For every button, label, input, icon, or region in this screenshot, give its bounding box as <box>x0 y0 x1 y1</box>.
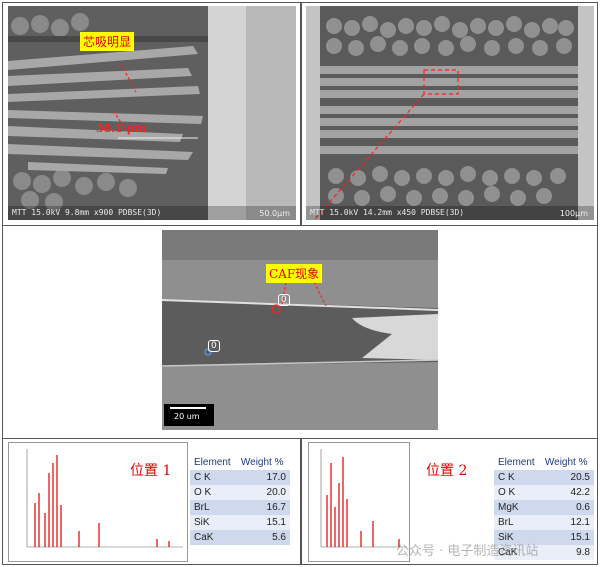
element-cell: O K <box>494 485 541 500</box>
header-weight: Weight % <box>544 457 588 468</box>
table-row: O K 20.0 <box>190 485 290 500</box>
header-element: Element <box>194 457 231 468</box>
watermark-text: 公众号 · 电子制造资讯站 <box>396 544 539 559</box>
table-row: CaK 9.8 <box>494 545 594 560</box>
position-label-2: 位置 2 <box>426 463 468 479</box>
header-weight: Weight % <box>240 457 284 468</box>
spectrum-graphic <box>320 449 407 548</box>
table-row: CaK 5.6 <box>190 530 290 545</box>
eds-spectrum-left <box>8 442 188 562</box>
table-row: C K 20.5 <box>494 470 594 485</box>
sem-image-middle: CAF现象 0 0 20 um <box>162 230 438 430</box>
weight-cell: 0.6 <box>540 500 594 515</box>
core-wicking-label: 芯吸明显 <box>80 32 135 51</box>
weight-cell: 16.7 <box>236 500 290 515</box>
element-cell: CaK <box>190 530 237 545</box>
element-table-left: Element Weight % C K 17.0 O K 20.0 BrL 16.7… <box>190 455 290 545</box>
table-row: SiK 15.1 <box>190 515 290 530</box>
measurement-label: 38.1 μm <box>96 122 147 135</box>
weight-cell: 20.0 <box>236 485 290 500</box>
table-row: BrL 12.1 <box>494 515 594 530</box>
element-cell: MgK <box>494 500 541 515</box>
sem-info-footer: MTT 15.0kV 9.8mm x900 PDBSE(3D) <box>8 206 296 220</box>
element-table-right: Element Weight % C K 20.5 O K 42.2 MgK 0.6 … <box>494 455 594 560</box>
table-row: O K 42.2 <box>494 485 594 500</box>
sem-info-footer: MTT 15.0kV 14.2mm x450 PDBSE(3D) <box>306 206 594 220</box>
element-cell: SiK <box>494 530 541 545</box>
scale-bar-label: 50.0μm <box>259 209 290 218</box>
element-cell: SiK <box>190 515 237 530</box>
element-cell: CaK <box>494 545 541 560</box>
position-label-1: 位置 1 <box>130 463 172 479</box>
caf-label: CAF现象 <box>266 264 323 283</box>
table-row: C K 17.0 <box>190 470 290 485</box>
table-row: SiK 15.1 <box>494 530 594 545</box>
scale-bar-label: 100μm <box>559 209 588 218</box>
sem-image-top-right: MTT 15.0kV 14.2mm x450 PDBSE(3D) 100μm <box>306 6 594 220</box>
weight-cell: 17.0 <box>236 470 290 485</box>
top-divider <box>300 2 302 226</box>
weight-cell: 20.5 <box>540 470 594 485</box>
weight-cell: 15.1 <box>236 515 290 530</box>
bottom-divider <box>300 438 302 565</box>
marker-zero-a: 0 <box>278 294 290 306</box>
element-cell: BrL <box>190 500 237 515</box>
weight-cell: 42.2 <box>540 485 594 500</box>
element-cell: O K <box>190 485 237 500</box>
element-cell: BrL <box>494 515 541 530</box>
weight-cell: 5.6 <box>236 530 290 545</box>
element-cell: C K <box>190 470 237 485</box>
weight-cell: 12.1 <box>540 515 594 530</box>
marker-zero-b: 0 <box>208 340 220 352</box>
spectrum-graphic <box>26 449 183 548</box>
weight-cell: 15.1 <box>540 530 594 545</box>
header-element: Element <box>498 457 535 468</box>
sem-middle-graphic <box>162 230 438 430</box>
table-row: MgK 0.6 <box>494 500 594 515</box>
weight-cell: 9.8 <box>540 545 594 560</box>
scale-bar-label: 20 um <box>174 412 200 421</box>
element-cell: C K <box>494 470 541 485</box>
sem-top-right-graphic <box>306 6 594 220</box>
sem-top-left-graphic <box>8 6 296 220</box>
table-row: BrL 16.7 <box>190 500 290 515</box>
sem-image-top-left: 芯吸明显 38.1 μm MTT 15.0kV 9.8mm x900 PDBSE… <box>8 6 296 220</box>
eds-spectrum-right <box>308 442 410 562</box>
